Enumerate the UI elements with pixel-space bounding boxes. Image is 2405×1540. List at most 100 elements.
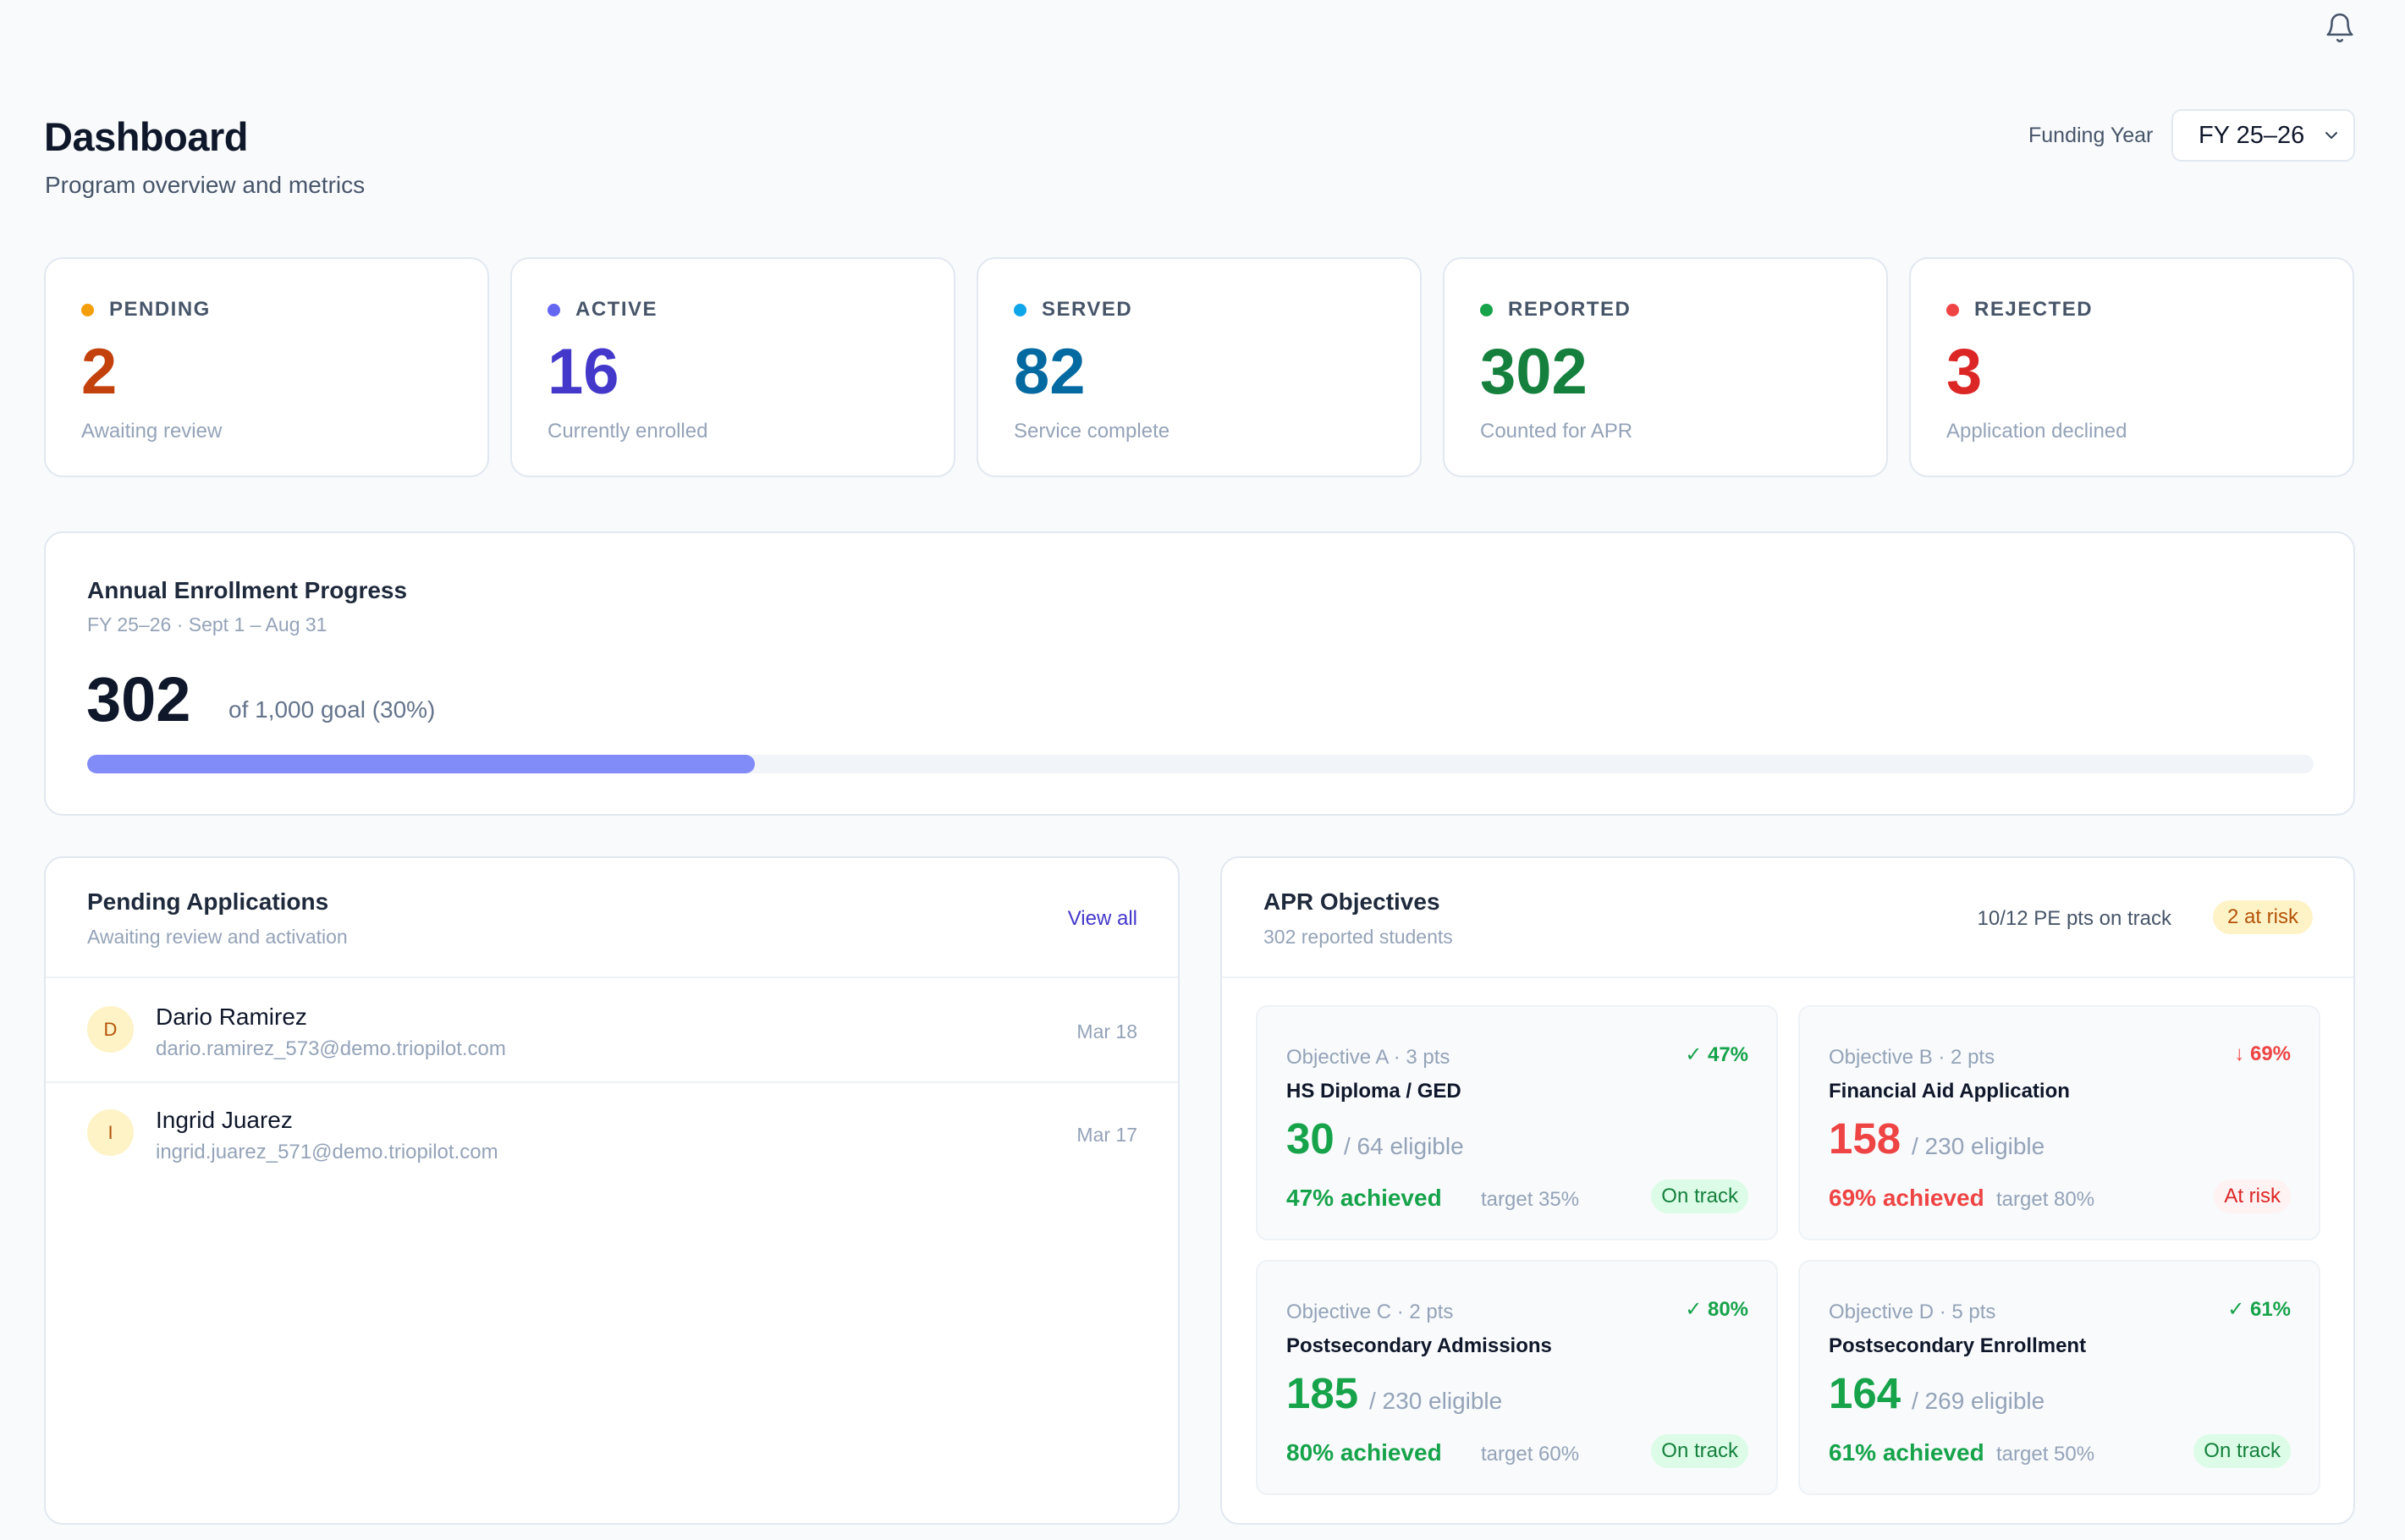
applicant-email: ingrid.juarez_571@demo.triopilot.com [156,1141,498,1163]
objective-percent: ✓ 80% [1685,1298,1748,1321]
objective-target: target 50% [1996,1443,2095,1466]
objective-achieved: 80% achieved [1286,1439,1442,1466]
objective-count: 164 [1829,1369,1901,1417]
objective-header: Objective A · 3 pts [1286,1046,1450,1069]
objective-achieved: 47% achieved [1286,1185,1442,1211]
at-risk-badge: 2 at risk [2212,900,2313,934]
separator-dot: · [1976,1186,1983,1209]
stat-value: 2 [81,336,118,408]
page-title: Dashboard [44,114,249,159]
stat-value: 302 [1480,336,1588,408]
progress-title: Annual Enrollment Progress [87,577,408,603]
stat-caption: Counted for APR [1480,420,1633,443]
objective-card-c: Objective C · 2 pts ✓ 80% Postsecondary … [1256,1260,1778,1495]
objective-header: Objective B · 2 pts [1829,1046,1995,1069]
funding-year-label: Funding Year [2028,124,2154,147]
objective-percent: ✓ 47% [1685,1043,1748,1066]
objective-name: Financial Aid Application [1829,1080,2070,1103]
stat-label: PENDING [109,298,211,321]
objective-card-a: Objective A · 3 pts ✓ 47% HS Diploma / G… [1256,1005,1778,1240]
objective-achieved: 61% achieved [1829,1439,1984,1466]
separator-dot: · [1434,1441,1440,1464]
progress-goal: of 1,000 goal (30%) [228,696,436,723]
status-badge: On track [2193,1434,2291,1468]
separator-dot: · [1976,1441,1983,1464]
bell-icon[interactable] [2324,12,2356,44]
applicant-email: dario.ramirez_573@demo.triopilot.com [156,1037,506,1060]
avatar: D [87,1006,134,1053]
apr-objectives-card: APR Objectives 302 reported students 10/… [1220,856,2355,1525]
list-item[interactable]: D Dario Ramirez dario.ramirez_573@demo.t… [46,978,1178,1081]
stat-caption: Service complete [1014,420,1170,443]
status-badge: On track [1651,1434,1748,1468]
objective-percent: ✓ 61% [2227,1298,2291,1321]
objective-eligible: / 64 eligible [1344,1133,1464,1159]
objective-target: target 80% [1996,1188,2095,1211]
apr-title: APR Objectives [1263,888,1440,915]
objective-eligible: / 230 eligible [1369,1388,1503,1414]
progress-value: 302 [86,664,191,734]
apr-subtitle: 302 reported students [1263,926,1453,948]
objective-name: HS Diploma / GED [1286,1080,1461,1103]
status-dot [548,303,560,316]
pending-subtitle: Awaiting review and activation [87,926,348,948]
progress-subtitle: FY 25–26 · Sept 1 – Aug 31 [87,613,327,635]
list-item[interactable]: I Ingrid Juarez ingrid.juarez_571@demo.t… [46,1081,1178,1185]
applicant-name: Dario Ramirez [156,1004,307,1030]
application-date: Mar 18 [1076,1020,1137,1042]
status-dot [1014,303,1026,316]
funding-year-value: FY 25–26 [2199,121,2305,149]
objective-count: 30 [1286,1114,1335,1163]
divider [46,1081,1178,1083]
divider [46,976,1178,978]
status-badge: On track [1651,1180,1748,1213]
status-badge: At risk [2214,1180,2291,1213]
objective-name: Postsecondary Enrollment [1829,1334,2087,1357]
objective-target: target 35% [1481,1188,1580,1211]
objective-name: Postsecondary Admissions [1286,1334,1552,1357]
stat-label: SERVED [1042,298,1133,321]
stat-label: REJECTED [1974,298,2094,321]
objective-count: 158 [1829,1114,1901,1163]
objective-header: Objective D · 5 pts [1829,1301,1996,1323]
stat-value: 16 [548,336,619,408]
objective-eligible: / 269 eligible [1912,1388,2045,1414]
stat-caption: Currently enrolled [548,420,708,443]
page-subtitle: Program overview and metrics [45,172,366,198]
objective-achieved: 69% achieved [1829,1185,1984,1211]
chevron-down-icon [2325,132,2337,139]
pending-applications-card: Pending Applications Awaiting review and… [44,856,1180,1525]
stat-caption: Application declined [1946,420,2127,443]
stat-card-reported: REPORTED 302 Counted for APR [1443,257,1888,477]
objective-count: 185 [1286,1369,1359,1417]
view-all-link[interactable]: View all [1067,907,1137,930]
stat-label: ACTIVE [575,298,658,321]
progress-bar [87,755,2314,773]
divider [1222,976,2353,978]
stat-card-rejected: REJECTED 3 Application declined [1909,257,2354,477]
progress-bar-fill [87,755,756,773]
stat-caption: Awaiting review [81,420,223,443]
stat-card-active: ACTIVE 16 Currently enrolled [510,257,955,477]
applicant-name: Ingrid Juarez [156,1107,293,1133]
apr-summary: 10/12 PE pts on track [1977,907,2171,930]
application-date: Mar 17 [1076,1124,1137,1146]
objective-target: target 60% [1481,1443,1580,1466]
status-dot [1946,303,1959,316]
objective-card-b: Objective B · 2 pts ↓ 69% Financial Aid … [1798,1005,2320,1240]
objective-card-d: Objective D · 5 pts ✓ 61% Postsecondary … [1798,1260,2320,1495]
enrollment-progress-card: Annual Enrollment Progress FY 25–26 · Se… [44,531,2355,816]
avatar: I [87,1109,134,1156]
stat-label: REPORTED [1508,298,1632,321]
objective-percent: ↓ 69% [2234,1042,2291,1065]
stat-card-pending: PENDING 2 Awaiting review [44,257,489,477]
stat-card-served: SERVED 82 Service complete [977,257,1422,477]
pending-title: Pending Applications [87,888,329,915]
stat-value: 82 [1014,336,1086,408]
funding-year-select[interactable]: FY 25–26 [2171,109,2355,162]
status-dot [81,303,94,316]
objective-header: Objective C · 2 pts [1286,1301,1454,1323]
stat-value: 3 [1946,336,1983,408]
separator-dot: · [1498,1186,1505,1209]
